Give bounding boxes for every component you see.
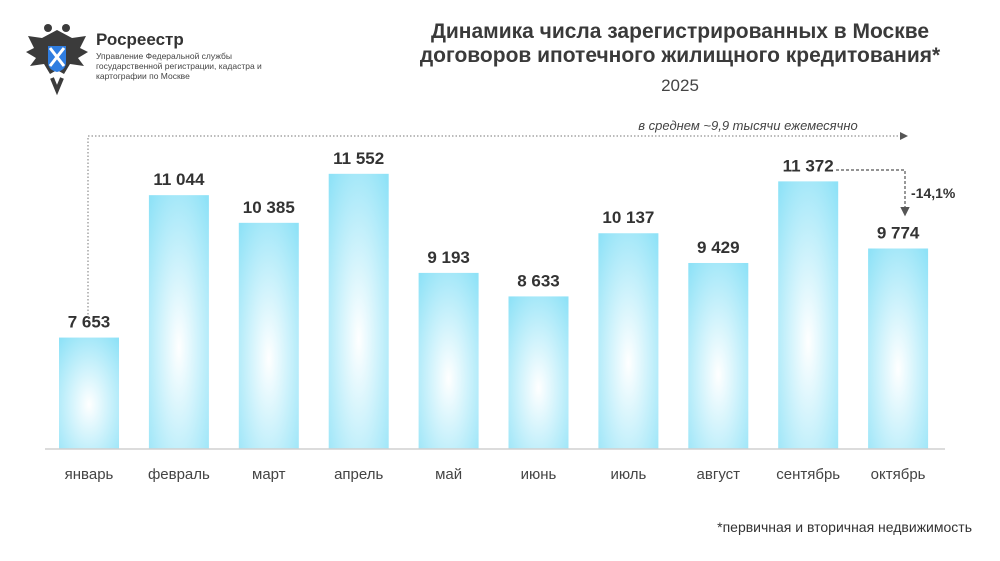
category-label: март [252,466,286,483]
category-label: апрель [334,466,383,483]
bar-октябрь [868,248,929,449]
bar-сентябрь [778,181,839,449]
value-label: 8 633 [517,271,560,290]
change-annotation: -14,1% [911,185,956,201]
value-label: 9 429 [697,238,740,257]
value-label: 9 774 [877,223,920,242]
category-label: май [435,466,462,483]
bar-май [418,272,479,449]
rosreestr-logo [22,18,272,98]
category-label: сентябрь [776,466,840,483]
bar-август [688,262,749,449]
bar-июнь [508,296,569,449]
eagle-emblem-icon [26,24,88,96]
average-annotation: в среднем ~9,9 тысячи ежемесячно [638,118,858,133]
category-label: февраль [148,466,210,483]
value-label: 7 653 [68,313,111,332]
logo-subtitle: Управление Федеральной службы государств… [96,51,262,81]
value-label: 10 137 [602,208,654,227]
bar-июль [598,233,659,449]
category-label: январь [65,466,114,483]
category-label: июнь [521,466,557,483]
category-label: октябрь [871,466,926,483]
footnote: *первичная и вторичная недвижимость [717,519,972,535]
title-line-2: договоров ипотечного жилищного кредитова… [419,44,941,67]
chart-title: Динамика числа зарегистрированных в Моск… [380,20,980,68]
category-label: август [697,466,741,483]
bar-февраль [148,195,209,449]
value-label: 9 193 [427,248,470,267]
average-arrow [87,132,908,318]
value-label: 11 372 [783,156,834,175]
value-label: 11 044 [153,170,205,189]
bar-апрель [328,173,389,450]
value-label: 10 385 [243,198,295,217]
category-label: июль [610,466,646,483]
logo-name: Росреестр [96,30,184,49]
title-line-1: Динамика числа зарегистрированных в Моск… [430,20,930,43]
chart-subtitle: 2025 [661,76,699,95]
bar-март [238,222,299,449]
bar-январь [59,337,119,449]
change-arrow [836,169,910,217]
value-label: 11 552 [333,149,384,168]
